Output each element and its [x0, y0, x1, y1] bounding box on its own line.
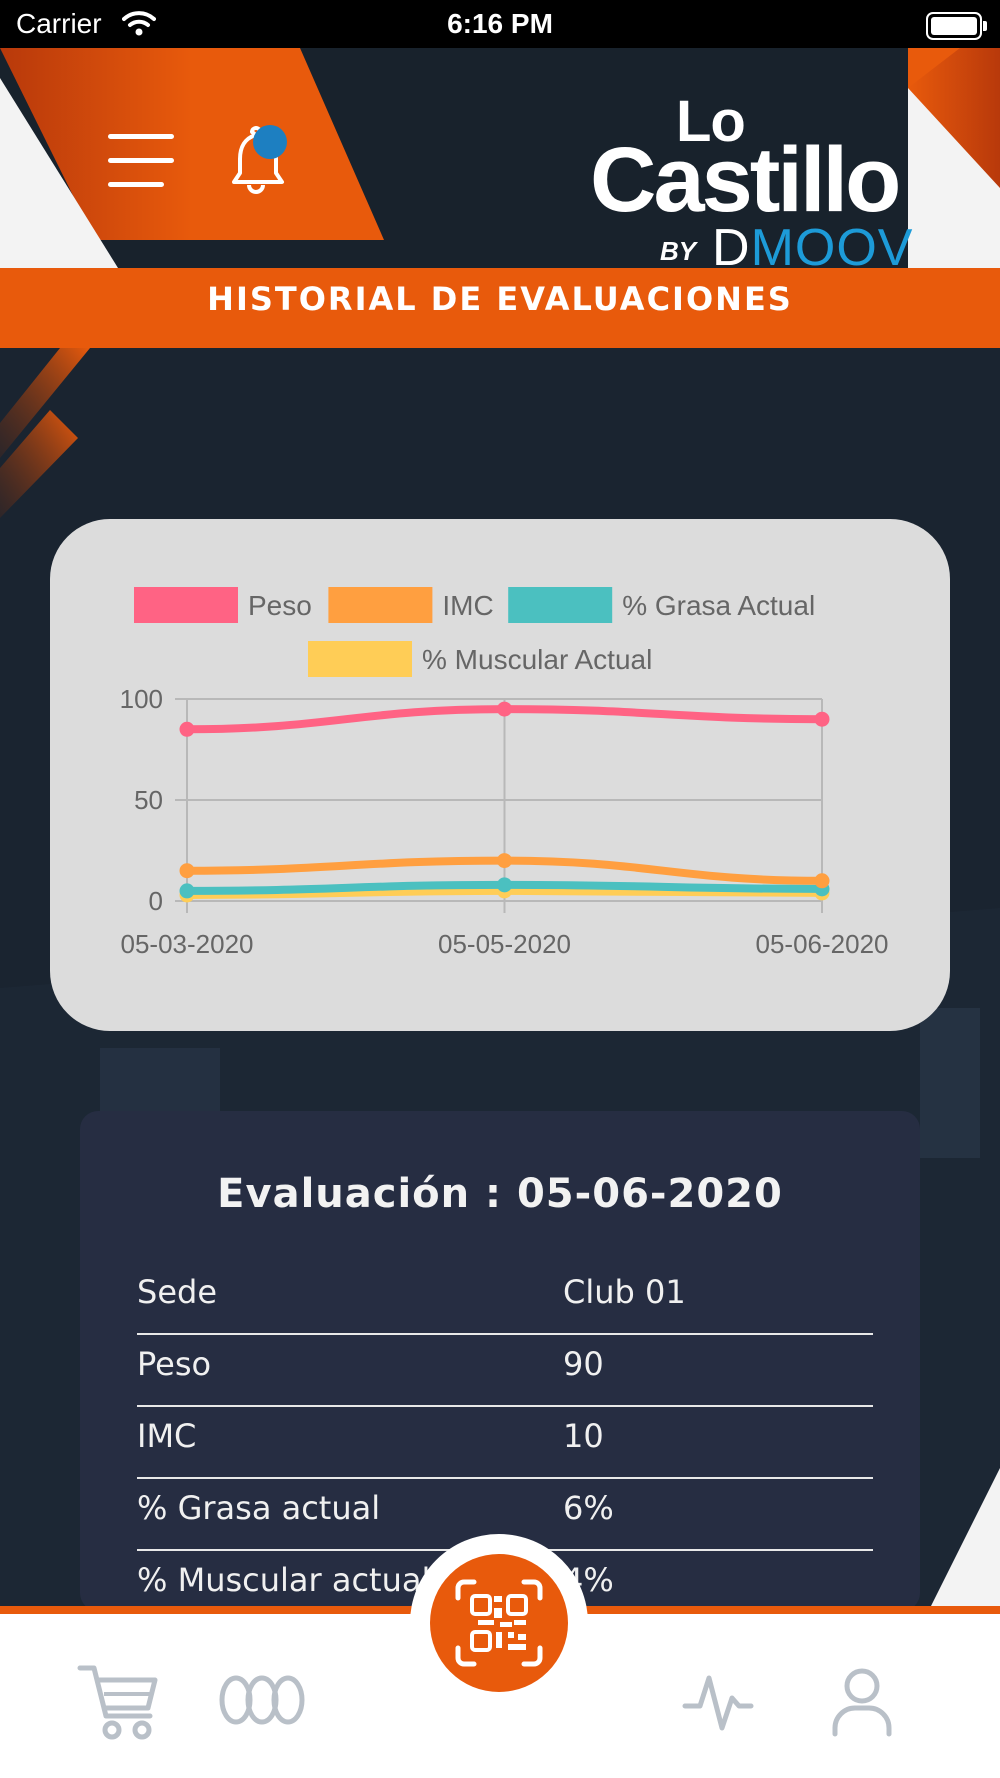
notification-badge [253, 125, 287, 159]
logo-lo: Lo [676, 89, 746, 154]
legend-swatch [134, 587, 238, 623]
y-tick-label: 0 [149, 886, 163, 916]
legend-label: Peso [248, 590, 312, 621]
detail-value: 90 [563, 1345, 604, 1383]
page-title: HISTORIAL DE EVALUACIONES [207, 280, 793, 318]
legend-label: IMC [442, 590, 493, 621]
detail-value: Club 01 [563, 1273, 686, 1311]
legend-swatch [328, 587, 433, 623]
page-title-banner: HISTORIAL DE EVALUACIONES [0, 268, 1000, 348]
cart-icon[interactable] [76, 1662, 160, 1742]
y-tick-label: 50 [134, 785, 163, 815]
data-point [179, 883, 195, 899]
evaluation-chart-card: Peso IMC% Grasa Actual% Muscular Actual 0 5… [50, 519, 950, 1031]
qr-scan-icon [455, 1579, 543, 1667]
y-tick-label: 100 [120, 684, 163, 714]
logo-castillo: Castillo [590, 129, 901, 231]
profile-icon[interactable] [830, 1666, 894, 1738]
clock: 6:16 PM [447, 8, 553, 39]
menu-line [108, 158, 174, 163]
evaluation-detail-card: Evaluación : 05-06-2020 Sede Club 01 Pes… [80, 1111, 920, 1611]
data-point [497, 853, 512, 869]
legend-label: % Grasa Actual [622, 590, 815, 621]
legend-swatch [308, 641, 412, 677]
detail-row-peso: Peso 90 [137, 1333, 873, 1407]
detail-label: Peso [137, 1345, 212, 1383]
x-tick-label: 05-03-2020 [121, 929, 254, 959]
data-point [814, 873, 830, 889]
battery-icon [926, 12, 987, 40]
legend-label: % Muscular Actual [422, 644, 652, 675]
detail-row-sede: Sede Club 01 [137, 1261, 873, 1335]
detail-label: IMC [137, 1417, 197, 1455]
detail-row-muscular: % Muscular actual 4% [137, 1549, 873, 1611]
menu-line [108, 134, 174, 139]
logo-dmoov: DMOOV [712, 218, 913, 268]
detail-label: Sede [137, 1273, 217, 1311]
evaluation-line-chart: Peso IMC% Grasa Actual% Muscular Actual05… [120, 587, 889, 959]
data-point [497, 877, 512, 893]
detail-label: % Muscular actual [137, 1561, 431, 1599]
detail-value: 6% [563, 1489, 614, 1527]
logo-by: BY [660, 236, 697, 266]
data-point [179, 721, 195, 737]
wifi-icon [122, 11, 156, 36]
data-point [497, 701, 512, 717]
detail-value: 10 [563, 1417, 604, 1455]
coins-icon[interactable] [218, 1674, 308, 1726]
x-tick-label: 05-05-2020 [438, 929, 571, 959]
menu-line [108, 182, 164, 187]
logo-d: D [712, 219, 751, 268]
evaluation-title: Evaluación : 05-06-2020 [217, 1171, 783, 1217]
brand-logo: Lo Castillo BY DMOOV [590, 88, 940, 268]
app-header: Lo Castillo BY DMOOV [0, 48, 1000, 268]
legend-swatch [508, 587, 613, 623]
data-point [179, 863, 195, 879]
header-decoration [0, 48, 1000, 268]
data-point [814, 711, 830, 727]
status-bar: Carrier 6:16 PM [0, 0, 1000, 48]
detail-label: % Grasa actual [137, 1489, 381, 1527]
detail-row-imc: IMC 10 [137, 1405, 873, 1479]
notification-bell-icon[interactable] [222, 122, 294, 202]
x-tick-label: 05-06-2020 [756, 929, 889, 959]
activity-icon[interactable] [682, 1672, 754, 1734]
qr-scan-button[interactable] [430, 1554, 568, 1692]
logo-moov: MOOV [750, 219, 914, 268]
carrier-label: Carrier [16, 8, 102, 39]
menu-button[interactable] [108, 134, 174, 190]
